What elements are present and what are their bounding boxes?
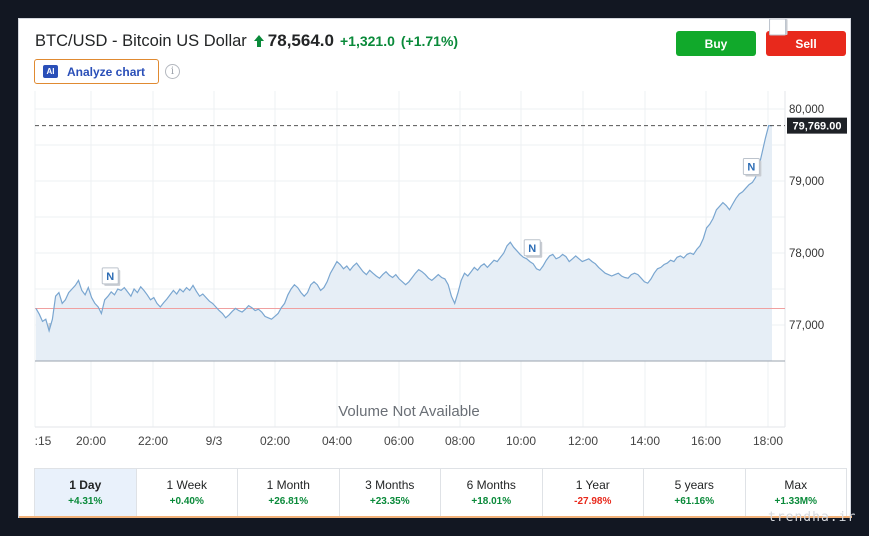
instrument-title: BTC/USD - Bitcoin US Dollar (35, 31, 247, 50)
x-tick-label: 06:00 (384, 434, 414, 448)
price-area (36, 125, 772, 361)
y-tick-label: 80,000 (789, 104, 824, 116)
period-tab[interactable]: 1 Year -27.98% (543, 469, 644, 516)
period-tab[interactable]: 5 years +61.16% (644, 469, 746, 516)
x-tick-label: 04:00 (322, 434, 352, 448)
x-tick-label: 22:00 (138, 434, 168, 448)
price-line (35, 125, 772, 333)
price-change-pct: (+1.71%) (400, 33, 459, 49)
divider (19, 516, 852, 518)
news-marker (523, 239, 541, 257)
news-marker (101, 267, 119, 285)
analyze-chart-label: Analyze chart (67, 64, 146, 79)
last-price: 78,564.0 (267, 31, 334, 50)
price-change: +1,321.0 (339, 33, 395, 49)
y-tick-label: 78,000 (789, 248, 824, 260)
x-tick-label: 9/3 (206, 434, 223, 448)
period-tab-change: -27.98% (574, 496, 612, 507)
volume-unavailable-text: Volume Not Available (338, 403, 479, 420)
up-arrow-icon (253, 35, 264, 47)
period-tab[interactable]: 6 Months +18.01% (441, 469, 543, 516)
period-tab-change: +61.16% (674, 496, 715, 507)
news-marker-label: N (528, 243, 536, 255)
period-tab-change: +1.33M% (774, 496, 818, 507)
period-tab-label: 1 Month (266, 478, 310, 492)
news-marker-label: N (774, 19, 782, 22)
analyze-chart-button[interactable]: AI Analyze chart (34, 59, 159, 84)
news-marker (742, 157, 760, 175)
period-tab-label: 5 years (674, 478, 714, 492)
current-price-label: 79,769.00 (793, 121, 842, 133)
x-tick-label: 10:00 (506, 434, 536, 448)
period-tab-label: Max (784, 478, 808, 492)
period-tab-change: +0.40% (169, 496, 204, 507)
news-marker-label: N (106, 271, 114, 283)
period-tab[interactable]: 1 Month +26.81% (238, 469, 340, 516)
period-tab-label: 1 Day (69, 478, 102, 492)
x-tick-label: :15 (35, 434, 52, 448)
x-tick-label: 14:00 (630, 434, 660, 448)
period-tab-change: +18.01% (471, 496, 512, 507)
news-marker-label: N (747, 161, 755, 173)
instrument-header: BTC/USD - Bitcoin US Dollar 78,564.0 +1,… (35, 30, 458, 52)
news-marker (769, 19, 787, 36)
site-watermark: trendha.ir (768, 510, 857, 525)
x-tick-label: 08:00 (445, 434, 475, 448)
period-tab[interactable]: 1 Day +4.31% (35, 469, 137, 516)
x-tick-label: 18:00 (753, 434, 783, 448)
x-tick-label: 12:00 (568, 434, 598, 448)
x-tick-label: 20:00 (76, 434, 106, 448)
x-tick-label: 02:00 (260, 434, 290, 448)
period-tab[interactable]: 1 Week +0.40% (137, 469, 238, 516)
period-tab-label: 3 Months (365, 478, 415, 492)
current-price-tag (787, 117, 847, 134)
buy-button[interactable]: Buy (676, 31, 756, 56)
period-tab[interactable]: Max +1.33M% (746, 469, 847, 516)
y-tick-label: 79,000 (789, 176, 824, 188)
ai-icon: AI (43, 65, 58, 78)
x-tick-label: 16:00 (691, 434, 721, 448)
period-tabs: 1 Day +4.31% 1 Week +0.40% 1 Month +26.81% 3 M… (34, 468, 847, 516)
period-tab-label: 6 Months (466, 478, 516, 492)
price-chart[interactable]: Investing.com79,769.0080,00079,00078,000… (19, 19, 852, 467)
period-tab-change: +26.81% (268, 496, 309, 507)
period-tab-label: 1 Year (575, 478, 610, 492)
period-tab-label: 1 Week (166, 478, 207, 492)
y-tick-label: 77,000 (789, 320, 824, 332)
info-icon[interactable]: i (165, 64, 180, 79)
chart-widget: BTC/USD - Bitcoin US Dollar 78,564.0 +1,… (18, 18, 852, 518)
period-tab-change: +23.35% (369, 496, 410, 507)
period-tab[interactable]: 3 Months +23.35% (340, 469, 441, 516)
period-tab-change: +4.31% (68, 496, 103, 507)
